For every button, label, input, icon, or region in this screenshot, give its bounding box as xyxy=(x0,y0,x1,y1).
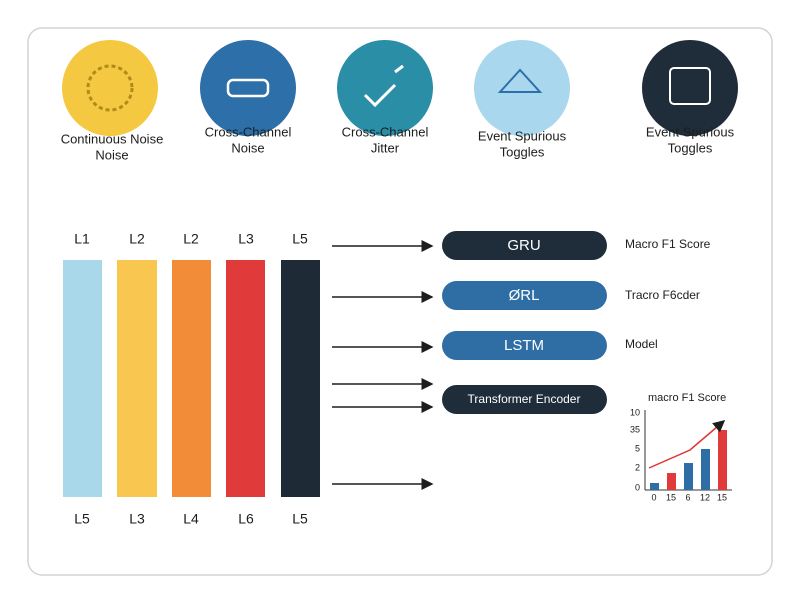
icon xyxy=(200,40,296,136)
icon xyxy=(62,40,158,136)
column-bottom-label: L6 xyxy=(238,511,254,527)
column-bottom-label: L5 xyxy=(292,511,308,527)
icon-label: Cross-Channel xyxy=(205,124,292,139)
mini-bar xyxy=(650,483,659,490)
y-tick-label: 0 xyxy=(635,482,640,492)
x-tick-label: 15 xyxy=(666,492,676,502)
column-top-label: L3 xyxy=(238,231,254,247)
icon-label: Noise xyxy=(95,147,128,162)
icon-glyph xyxy=(669,67,711,105)
mini-bar xyxy=(684,463,693,490)
x-tick-label: 6 xyxy=(685,492,690,502)
column-top-label: L2 xyxy=(129,231,145,247)
icon-glyph xyxy=(497,68,543,93)
icon xyxy=(337,40,433,136)
x-tick-label: 15 xyxy=(717,492,727,502)
icon-label: Cross-Channel xyxy=(342,124,429,139)
y-tick-label: 10 xyxy=(630,407,640,417)
right-label: Model xyxy=(625,337,658,351)
mini-bar xyxy=(667,473,676,490)
icon-glyph xyxy=(86,64,134,112)
column-top-label: L2 xyxy=(183,231,199,247)
column xyxy=(63,260,102,497)
icon xyxy=(474,40,570,136)
icon-label: Toggles xyxy=(500,144,545,159)
icon-label: Continuous Noise xyxy=(61,131,164,146)
frame xyxy=(27,27,773,576)
column-bottom-label: L5 xyxy=(74,511,90,527)
mini-bar xyxy=(718,430,727,490)
x-tick-label: 0 xyxy=(651,492,656,502)
model-label: ØRL xyxy=(509,287,540,304)
model-pill xyxy=(442,331,607,360)
icon-label: Jitter xyxy=(371,140,400,155)
x-tick-label: 12 xyxy=(700,492,710,502)
model-label: LSTM xyxy=(504,337,544,354)
mini-chart: macro F1 Score xyxy=(644,392,732,491)
column xyxy=(226,260,265,497)
column-bottom-label: L3 xyxy=(129,511,145,527)
icon xyxy=(642,40,738,136)
model-pill xyxy=(442,281,607,310)
column-bottom-label: L4 xyxy=(183,511,199,527)
column-top-label: L5 xyxy=(292,231,308,247)
icon-label: Noise xyxy=(231,140,264,155)
mini-bar xyxy=(701,449,710,490)
model-pill xyxy=(442,385,607,414)
icon-label: Event Spurious xyxy=(646,124,735,139)
model-label: Transformer Encoder xyxy=(468,392,581,406)
right-label: Tracro F6cder xyxy=(625,288,700,302)
icon-glyph xyxy=(363,64,404,108)
column-top-label: L1 xyxy=(74,231,90,247)
icons xyxy=(62,40,738,136)
y-tick-label: 2 xyxy=(635,462,640,472)
right-label: Macro F1 Score xyxy=(625,237,711,251)
mini-chart-title: macro F1 Score xyxy=(648,392,726,404)
y-tick-label: 5 xyxy=(635,443,640,453)
arrows xyxy=(332,240,434,490)
icon-label: Event Spurious xyxy=(478,128,567,143)
icon-glyph xyxy=(226,78,270,98)
model-label: GRU xyxy=(507,237,540,254)
y-tick-label: 35 xyxy=(630,424,640,434)
icon-label: Toggles xyxy=(668,140,713,155)
trend-line xyxy=(648,420,726,469)
column xyxy=(172,260,211,497)
column xyxy=(281,260,320,497)
column xyxy=(117,260,157,497)
model-pill xyxy=(442,231,607,260)
